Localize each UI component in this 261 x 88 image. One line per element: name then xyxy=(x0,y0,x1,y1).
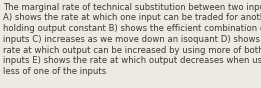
Text: The marginal rate of technical substitution between two inputs:
A) shows the rat: The marginal rate of technical substitut… xyxy=(3,3,261,76)
